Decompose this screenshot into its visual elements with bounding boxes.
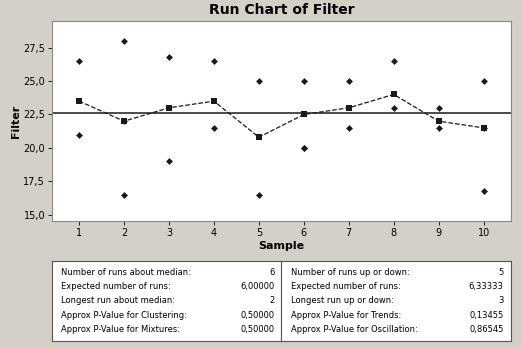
Text: 6: 6	[269, 268, 275, 277]
Text: Longest run about median:: Longest run about median:	[61, 296, 175, 306]
Text: Expected number of runs:: Expected number of runs:	[291, 282, 400, 291]
Title: Run Chart of Filter: Run Chart of Filter	[208, 3, 354, 17]
Text: Number of runs about median:: Number of runs about median:	[61, 268, 191, 277]
Text: Approx P-Value for Mixtures:: Approx P-Value for Mixtures:	[61, 325, 180, 334]
Text: Approx P-Value for Clustering:: Approx P-Value for Clustering:	[61, 311, 187, 320]
Text: Expected number of runs:: Expected number of runs:	[61, 282, 171, 291]
Text: 5: 5	[499, 268, 504, 277]
Text: Approx P-Value for Oscillation:: Approx P-Value for Oscillation:	[291, 325, 417, 334]
Text: Longest run up or down:: Longest run up or down:	[291, 296, 393, 306]
Text: 0,50000: 0,50000	[240, 325, 275, 334]
Text: 6,00000: 6,00000	[240, 282, 275, 291]
Text: 0,86545: 0,86545	[469, 325, 504, 334]
Y-axis label: Filter: Filter	[10, 104, 20, 138]
Text: Number of runs up or down:: Number of runs up or down:	[291, 268, 410, 277]
Text: 2: 2	[269, 296, 275, 306]
Text: 0,50000: 0,50000	[240, 311, 275, 320]
Text: Approx P-Value for Trends:: Approx P-Value for Trends:	[291, 311, 401, 320]
Text: 0,13455: 0,13455	[469, 311, 504, 320]
Text: 3: 3	[498, 296, 504, 306]
Text: 6,33333: 6,33333	[469, 282, 504, 291]
X-axis label: Sample: Sample	[258, 241, 304, 251]
